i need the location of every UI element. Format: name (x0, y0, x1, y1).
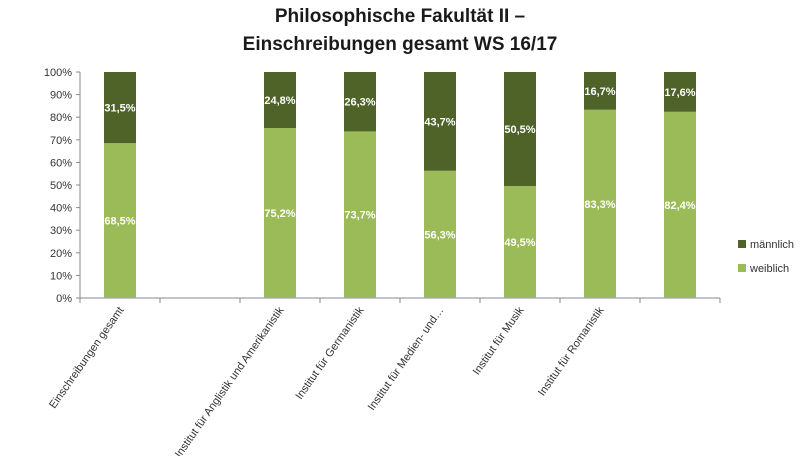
y-tick-label: 10% (50, 270, 72, 282)
y-tick-label: 60% (50, 157, 72, 169)
data-label-maennlich: 43,7% (424, 116, 455, 128)
bar-maennlich (344, 72, 376, 132)
y-tick-label: 0% (56, 293, 72, 305)
y-tick-label: 80% (50, 112, 72, 124)
bar-weiblich (504, 186, 536, 298)
chart-title-line-1: Philosophische Fakultät II – (274, 6, 526, 27)
data-label-maennlich: 50,5% (504, 124, 535, 136)
bar-weiblich (104, 143, 136, 298)
data-label-weiblich: 75,2% (264, 208, 295, 220)
data-label-maennlich: 16,7% (584, 86, 615, 98)
bar-maennlich (504, 72, 536, 187)
data-label-weiblich: 56,3% (424, 229, 455, 241)
bar-weiblich (344, 131, 376, 298)
data-label-weiblich: 49,5% (504, 237, 535, 249)
legend-swatch (738, 240, 746, 248)
bar-weiblich (664, 111, 696, 298)
bar-maennlich (104, 72, 136, 144)
x-category-label: Einschreibungen gesamt (47, 305, 126, 411)
bar-weiblich (264, 128, 296, 298)
legend-label: männlich (750, 239, 794, 251)
y-tick-label: 50% (50, 180, 72, 192)
chart-title-line-2: Einschreibungen gesamt WS 16/17 (242, 34, 558, 55)
x-category-label: Institut für Musik (471, 304, 527, 377)
y-tick-label: 70% (50, 135, 72, 147)
data-label-maennlich: 26,3% (344, 97, 375, 109)
y-tick-label: 90% (50, 90, 72, 102)
x-category-label: Institut für Anglistik und Amerikanistik (173, 304, 287, 456)
y-tick-label: 20% (50, 248, 72, 260)
legend-label: weiblich (749, 263, 789, 275)
y-tick-label: 100% (44, 67, 72, 79)
data-label-maennlich: 17,6% (664, 87, 695, 99)
data-label-weiblich: 82,4% (664, 200, 695, 212)
bar-maennlich (664, 72, 696, 112)
bar-maennlich (424, 72, 456, 171)
x-category-label: Institut für Germanistik (294, 304, 367, 401)
data-label-maennlich: 24,8% (264, 95, 295, 107)
data-label-weiblich: 83,3% (584, 199, 615, 211)
bar-weiblich (424, 170, 456, 298)
data-label-maennlich: 31,5% (104, 103, 135, 115)
y-tick-label: 40% (50, 203, 72, 215)
x-category-label: Institut für Medien- und… (366, 305, 447, 413)
data-label-weiblich: 73,7% (344, 210, 375, 222)
bar-maennlich (584, 72, 616, 110)
x-category-label: Institut für Romanistik (536, 304, 607, 398)
bar-maennlich (264, 72, 296, 129)
bar-weiblich (584, 109, 616, 298)
data-label-weiblich: 68,5% (104, 216, 135, 228)
legend-swatch (738, 264, 746, 272)
y-tick-label: 30% (50, 225, 72, 237)
